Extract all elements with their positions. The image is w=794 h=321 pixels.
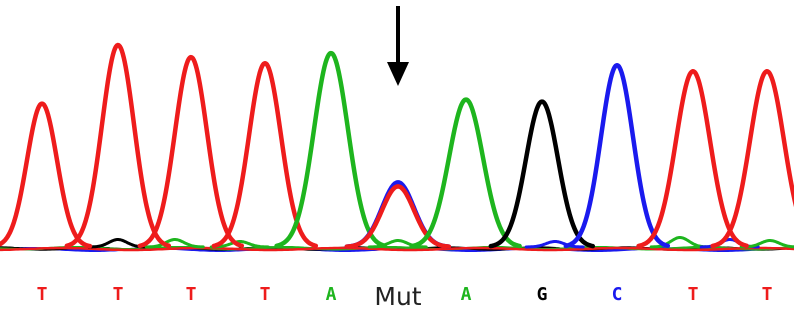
chromatogram-peaks — [0, 42, 794, 249]
base-label-G: G — [537, 284, 548, 305]
mutation-label: Mut — [374, 282, 421, 311]
baseline-bump-A — [209, 240, 270, 249]
down-arrow-icon — [387, 6, 409, 86]
base-label-T: T — [688, 284, 699, 305]
baseline-bump-A — [739, 239, 794, 249]
base-label-C: C — [612, 284, 623, 305]
down-arrow-head — [387, 62, 409, 86]
peak-0-T — [0, 101, 93, 249]
baseline-noise-T — [0, 246, 794, 252]
baseline-bump-G — [87, 238, 148, 249]
base-label-T: T — [762, 284, 773, 305]
peak-6-A — [409, 97, 522, 249]
peak-7-G — [488, 99, 596, 249]
baseline-bump-A — [649, 236, 710, 249]
base-label-T: T — [260, 284, 271, 305]
peak-8-C — [563, 62, 671, 249]
baseline-bump-C — [524, 240, 585, 249]
peak-9-T — [636, 69, 749, 249]
base-label-T: T — [113, 284, 124, 305]
peak-5-T — [344, 184, 452, 249]
base-label-T: T — [186, 284, 197, 305]
peak-1-T — [64, 42, 172, 249]
peak-2-T — [137, 54, 245, 249]
base-label-A: A — [326, 284, 337, 305]
baseline-bump-A — [144, 238, 205, 249]
base-label-T: T — [37, 284, 48, 305]
peak-3-T — [211, 60, 319, 249]
peak-4-A — [274, 50, 387, 249]
base-call-labels: T T T T A Mut A G C T T — [37, 282, 773, 311]
base-label-A: A — [461, 284, 472, 305]
baseline-noise-traces — [0, 236, 794, 252]
peak-10-T — [710, 69, 794, 249]
